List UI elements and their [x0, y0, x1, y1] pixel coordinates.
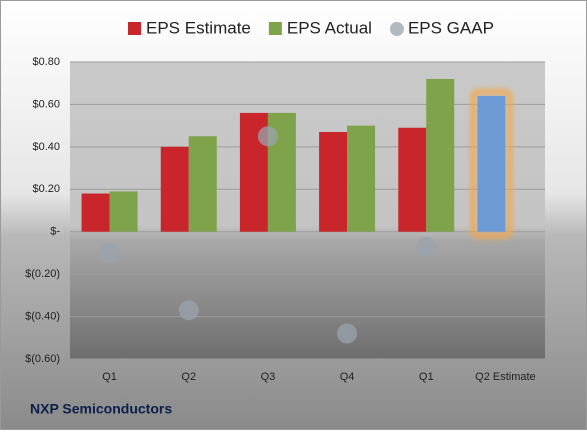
- bar: [398, 127, 427, 232]
- bar: [188, 136, 217, 232]
- gaap-dot: [178, 300, 199, 321]
- y-tick-label: $(0.60): [25, 353, 60, 365]
- bar: [81, 193, 110, 232]
- x-tick-label: Q4: [340, 371, 355, 383]
- x-tick-label: Q3: [261, 371, 276, 383]
- legend-label: EPS Actual: [287, 18, 372, 37]
- y-tick-label: $(0.40): [25, 310, 60, 322]
- legend-swatch: [268, 22, 282, 35]
- plot-area: [70, 62, 545, 359]
- x-tick-label: Q1: [102, 371, 117, 383]
- y-tick-label: $(0.20): [25, 268, 60, 280]
- bar: [426, 78, 455, 232]
- y-tick-label: $0.40: [32, 141, 60, 153]
- bar: [477, 95, 506, 232]
- x-tick-label: Q2 Estimate: [475, 371, 536, 383]
- legend-label: EPS GAAP: [408, 18, 494, 37]
- gaap-dot: [416, 236, 437, 257]
- bar: [160, 146, 189, 232]
- gaap-dot: [99, 242, 120, 263]
- chart-title: NXP Semiconductors: [30, 401, 172, 417]
- bar: [347, 125, 376, 232]
- gaap-dot: [337, 323, 358, 344]
- x-tick-label: Q1: [419, 371, 434, 383]
- legend-label: EPS Estimate: [146, 18, 251, 37]
- gaap-dot: [257, 126, 278, 147]
- y-tick-label: $0.20: [32, 183, 60, 195]
- y-tick-label: $0.80: [32, 56, 60, 68]
- y-tick-label: $-: [50, 226, 60, 238]
- bar-highlight: [470, 89, 512, 239]
- bar: [109, 191, 138, 232]
- legend-swatch: [128, 22, 141, 35]
- legend-swatch: [389, 22, 404, 36]
- y-tick-label: $0.60: [32, 98, 60, 110]
- bar: [319, 132, 348, 232]
- x-tick-label: Q2: [181, 371, 196, 383]
